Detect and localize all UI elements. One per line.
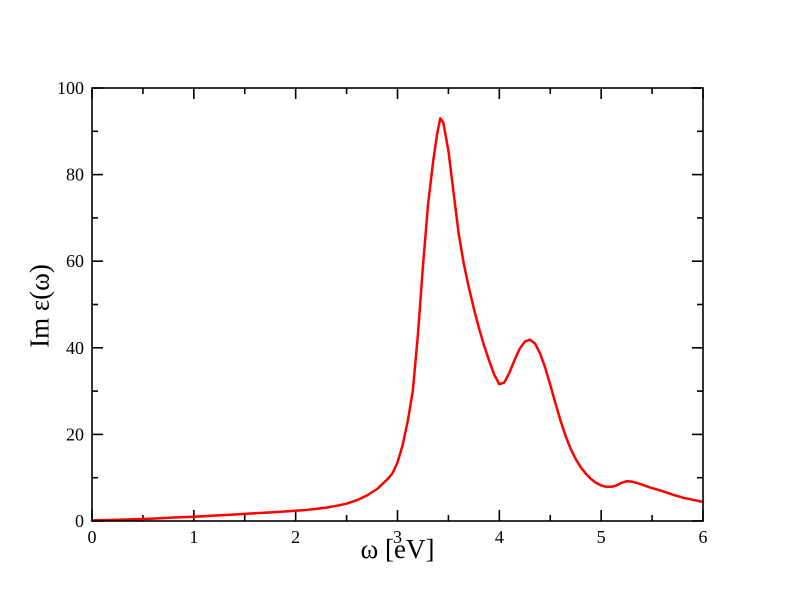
x-tick-label: 6 — [699, 527, 708, 547]
x-tick-label: 3 — [393, 527, 402, 547]
x-tick-label: 4 — [495, 527, 504, 547]
spectrum-curve — [90, 117, 705, 522]
x-axis-title: ω [eV] — [360, 534, 435, 564]
y-tick-label: 80 — [66, 165, 84, 185]
x-tick-label: 1 — [189, 527, 198, 547]
y-axis-title: Im ε(ω) — [24, 264, 55, 348]
x-tick-label: 5 — [597, 527, 606, 547]
x-tick-label: 0 — [88, 527, 97, 547]
y-tick-label: 40 — [66, 338, 84, 358]
y-tick-label: 0 — [75, 511, 84, 531]
y-tick-label: 60 — [66, 251, 84, 271]
x-tick-label: 2 — [291, 527, 300, 547]
plot-frame — [91, 87, 704, 522]
y-tick-label: 20 — [66, 424, 84, 444]
y-tick-label: 100 — [57, 78, 84, 98]
